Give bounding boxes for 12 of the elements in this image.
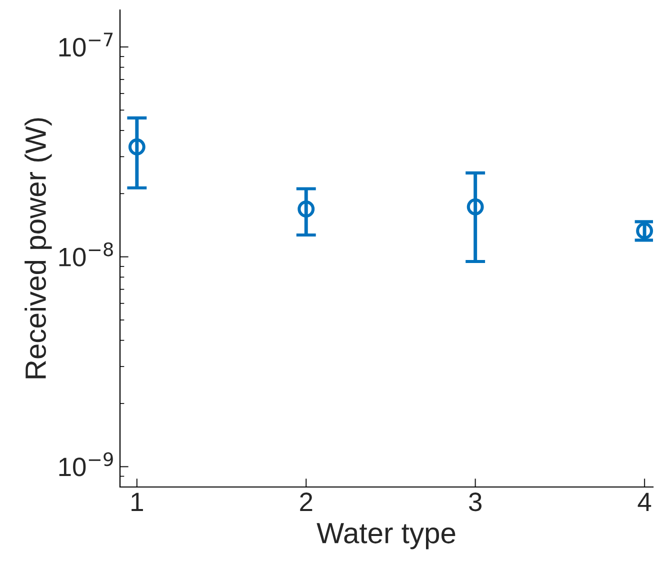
x-tick-label: 2 bbox=[300, 492, 312, 511]
x-axis-title: Water type bbox=[316, 523, 456, 550]
y-axis-title: Received power (W) bbox=[24, 118, 52, 378]
point bbox=[128, 138, 146, 156]
y-tick-label: 10$^{−9}$ bbox=[59, 452, 113, 476]
point bbox=[298, 200, 315, 218]
y-tick-label: 10$^{−7}$ bbox=[59, 32, 113, 57]
y-tick-label: 10$^{−8}$ bbox=[59, 242, 113, 266]
x-tick-label: 1 bbox=[132, 492, 143, 511]
x-tick-label: 3 bbox=[469, 492, 482, 512]
point bbox=[466, 198, 484, 216]
x-tick-label: 4 bbox=[638, 492, 652, 511]
